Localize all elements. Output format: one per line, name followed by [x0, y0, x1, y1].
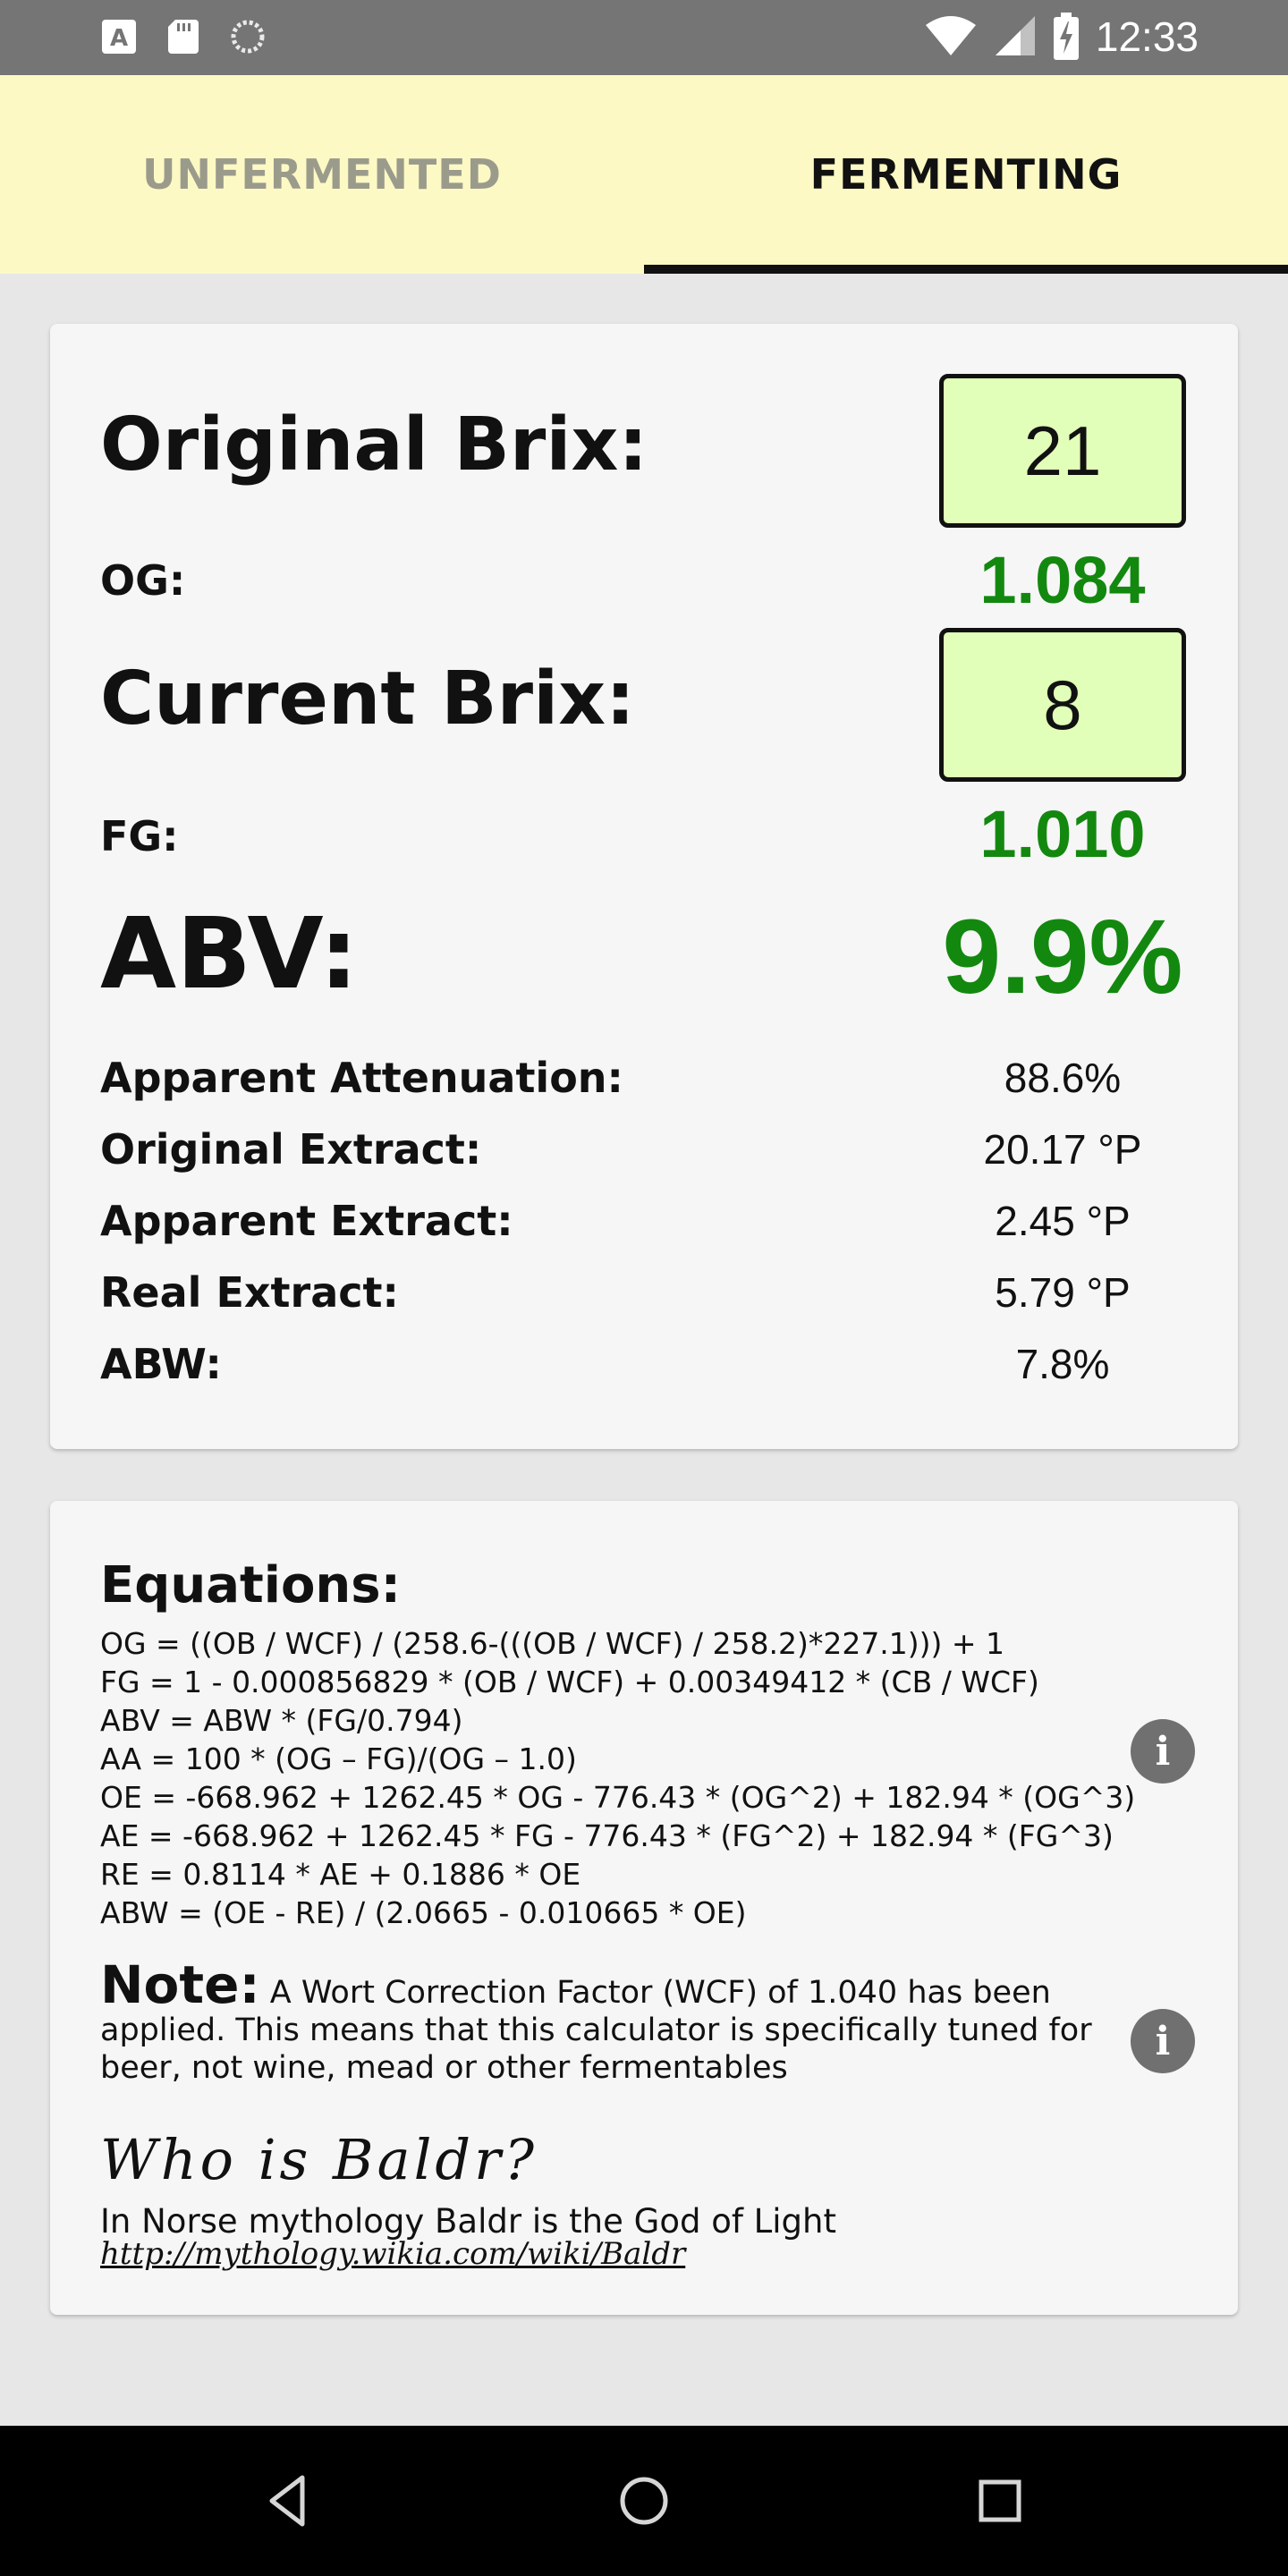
- recents-icon[interactable]: [966, 2467, 1034, 2535]
- active-tab-indicator: [644, 265, 1288, 274]
- baldr-title: Who is Baldr?: [100, 2127, 538, 2192]
- original-brix-label: Original Brix:: [100, 402, 648, 487]
- info-card: Equations: OG = ((OB / WCF) / (258.6-(((…: [50, 1501, 1238, 2315]
- note-info-icon[interactable]: i: [1131, 2009, 1195, 2073]
- equation-line: OE = -668.962 + 1262.45 * OG - 776.43 * …: [100, 1780, 1136, 1815]
- battery-charging-icon: [1053, 13, 1079, 60]
- original-brix-input[interactable]: 21: [939, 374, 1186, 528]
- status-time: 12:33: [1095, 13, 1199, 60]
- note-label: Note:: [100, 1954, 260, 2015]
- equation-line: AE = -668.962 + 1262.45 * FG - 776.43 * …: [100, 1818, 1114, 1853]
- abv-value: 9.9%: [942, 898, 1183, 1016]
- original-extract-label: Original Extract:: [100, 1125, 482, 1174]
- fg-label: FG:: [100, 812, 179, 860]
- tab-fermenting[interactable]: FERMENTING: [809, 150, 1123, 199]
- sd-card-icon: [168, 20, 199, 54]
- navigation-bar: [0, 2426, 1288, 2576]
- real-extract-value: 5.79 °P: [995, 1269, 1131, 1316]
- apparent-extract-label: Apparent Extract:: [100, 1197, 513, 1245]
- equation-line: RE = 0.8114 * AE + 0.1886 * OE: [100, 1857, 581, 1892]
- apparent-attenuation-label: Apparent Attenuation:: [100, 1054, 623, 1102]
- tab-bar: UNFERMENTED FERMENTING: [0, 75, 1288, 274]
- apparent-attenuation-value: 88.6%: [1004, 1055, 1122, 1101]
- abw-label: ABW:: [100, 1340, 222, 1388]
- og-label: OG:: [100, 556, 186, 605]
- equation-line: ABW = (OE - RE) / (2.0665 - 0.010665 * O…: [100, 1895, 747, 1930]
- current-brix-label: Current Brix:: [100, 657, 635, 741]
- home-icon[interactable]: [610, 2467, 678, 2535]
- status-bar: A 12:33: [0, 0, 1288, 75]
- status-bar-left-icons: A: [100, 18, 267, 55]
- abv-label: ABV:: [100, 896, 359, 1011]
- equations-list: OG = ((OB / WCF) / (258.6-(((OB / WCF) /…: [100, 1624, 1138, 1932]
- note-block: Note: A Wort Correction Factor (WCF) of …: [100, 1959, 1156, 2087]
- apparent-extract-value: 2.45 °P: [995, 1198, 1131, 1244]
- equations-title: Equations:: [100, 1556, 402, 1614]
- abw-value: 7.8%: [1015, 1341, 1110, 1387]
- wifi-icon: [925, 16, 976, 55]
- equation-line: OG = ((OB / WCF) / (258.6-(((OB / WCF) /…: [100, 1626, 1005, 1661]
- original-extract-value: 20.17 °P: [983, 1126, 1142, 1173]
- sync-icon: [231, 20, 265, 54]
- a-icon: A: [102, 20, 136, 54]
- current-brix-input[interactable]: 8: [939, 628, 1186, 782]
- equation-line: AA = 100 * (OG – FG)/(OG – 1.0): [100, 1741, 577, 1776]
- baldr-link[interactable]: http://mythology.wikia.com/wiki/Baldr: [100, 2236, 686, 2272]
- note-text: A Wort Correction Factor (WCF) of 1.040 …: [100, 1975, 1092, 2086]
- tab-unfermented[interactable]: UNFERMENTED: [142, 150, 502, 199]
- back-icon[interactable]: [254, 2467, 322, 2535]
- calculator-card: Original Brix: 21 OG: 1.084 Current Brix…: [50, 324, 1238, 1449]
- og-value: 1.084: [979, 543, 1146, 617]
- svg-text:A: A: [110, 25, 128, 52]
- status-bar-right-icons: 12:33: [924, 13, 1199, 61]
- signal-icon: [995, 16, 1035, 55]
- equations-info-icon[interactable]: i: [1131, 1719, 1195, 1784]
- equation-line: ABV = ABW * (FG/0.794): [100, 1703, 463, 1738]
- equation-line: FG = 1 - 0.000856829 * (OB / WCF) + 0.00…: [100, 1665, 1039, 1699]
- fg-value: 1.010: [979, 797, 1146, 871]
- baldr-text: In Norse mythology Baldr is the God of L…: [100, 2202, 836, 2241]
- real-extract-label: Real Extract:: [100, 1268, 399, 1317]
